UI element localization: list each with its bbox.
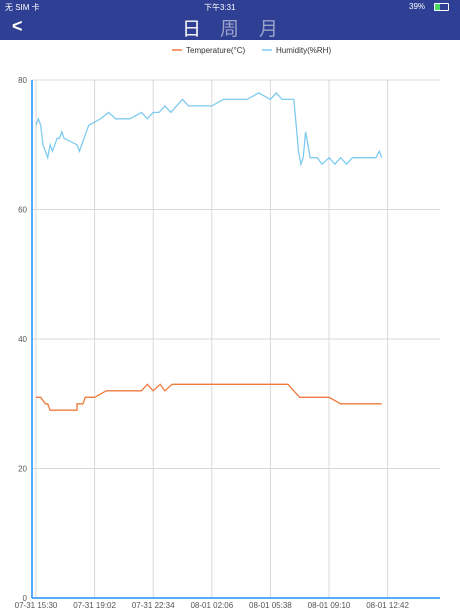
chart-legend: Temperature(°C) Humidity(%RH) — [172, 46, 331, 55]
battery-icon — [434, 3, 449, 11]
x-tick-label: 07-31 15:30 — [15, 601, 58, 610]
y-tick-labels: 0 20 40 60 80 — [18, 76, 27, 603]
tab-month[interactable]: 月 — [259, 19, 279, 40]
chart-grid — [31, 79, 440, 599]
x-tick-label: 08-01 02:06 — [190, 601, 233, 610]
battery-percent: 39% — [409, 2, 426, 11]
y-tick-label: 0 — [23, 594, 28, 603]
status-bar: 无 SIM 卡 下午3:31 39% — [0, 0, 460, 14]
tab-week[interactable]: 周 — [220, 19, 240, 40]
legend-label: Temperature(°C) — [186, 46, 246, 55]
x-tick-label: 08-01 12:42 — [366, 601, 409, 610]
humidity-line — [35, 91, 383, 167]
nav-bar: < 日 周 月 — [0, 14, 460, 40]
legend-label: Humidity(%RH) — [276, 46, 331, 55]
chart-series — [35, 91, 383, 411]
y-tick-label: 60 — [18, 206, 27, 215]
y-tick-label: 40 — [18, 335, 27, 344]
x-tick-labels: 07-31 15:30 07-31 19:02 07-31 22:34 08-01 0… — [15, 601, 410, 610]
back-icon[interactable]: < — [12, 16, 23, 36]
status-time: 下午3:31 — [204, 3, 236, 12]
x-tick-label: 08-01 05:38 — [249, 601, 292, 610]
y-tick-label: 80 — [18, 76, 27, 85]
tab-day[interactable]: 日 — [182, 19, 202, 40]
x-tick-label: 08-01 09:10 — [308, 601, 351, 610]
x-tick-label: 07-31 19:02 — [73, 601, 116, 610]
x-tick-label: 07-31 22:34 — [132, 601, 175, 610]
y-tick-label: 20 — [18, 465, 27, 474]
carrier-label: 无 SIM 卡 — [5, 3, 40, 12]
line-chart: 0 20 40 60 80 07-31 15:30 07-31 19:02 07-31 22… — [15, 46, 440, 610]
temperature-line — [36, 383, 382, 411]
